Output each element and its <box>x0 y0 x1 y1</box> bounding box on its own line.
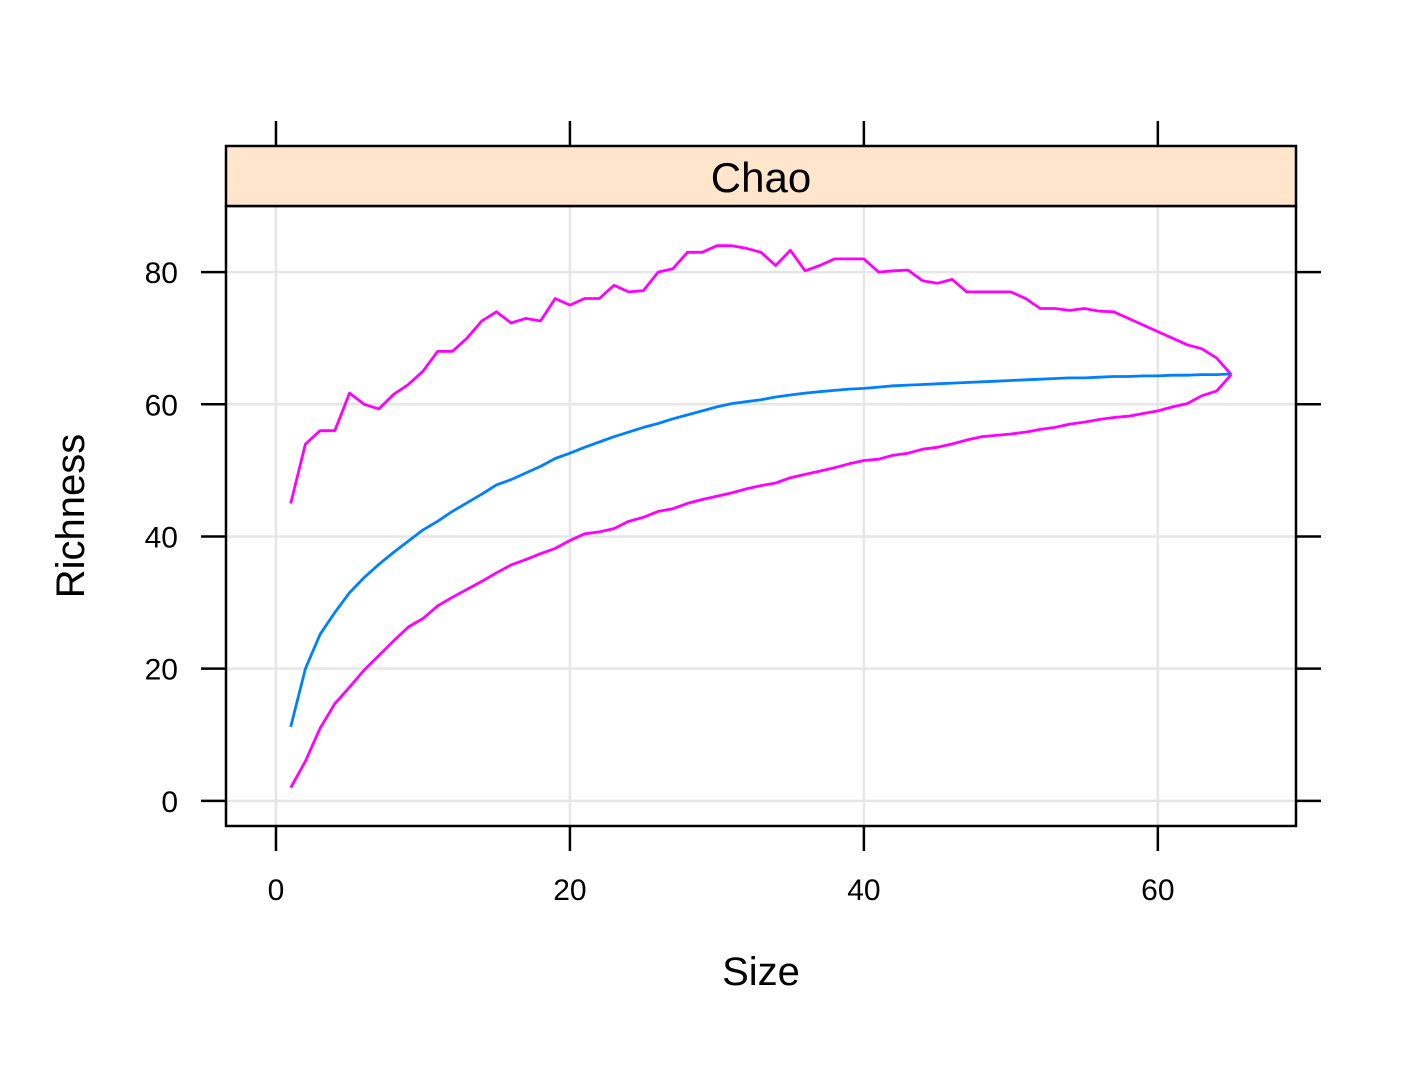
y-tick-label: 20 <box>145 654 178 687</box>
grid-layer <box>226 206 1296 826</box>
y-tick-label: 80 <box>145 257 178 290</box>
tick-label-layer: 0 20 40 60 0 20 40 60 80 <box>145 257 1175 907</box>
y-axis-title: Richness <box>49 434 93 599</box>
series-layer <box>289 244 1233 789</box>
strip-header <box>224 144 1298 208</box>
x-tick-label: 40 <box>847 874 880 907</box>
tick-layer <box>201 121 1321 851</box>
series-line-lower <box>289 373 1233 789</box>
panel-frame <box>224 204 1298 828</box>
x-tick-label: 20 <box>553 874 586 907</box>
series-line-mean <box>289 372 1232 728</box>
y-tick-label: 0 <box>161 786 178 819</box>
x-tick-label: 60 <box>1141 874 1174 907</box>
y-tick-label: 40 <box>145 521 178 554</box>
series-line-upper <box>289 244 1233 504</box>
x-tick-label: 0 <box>268 874 285 907</box>
x-axis-title: Size <box>722 950 800 994</box>
strip-label: Chao <box>711 154 811 201</box>
y-tick-label: 60 <box>145 389 178 422</box>
